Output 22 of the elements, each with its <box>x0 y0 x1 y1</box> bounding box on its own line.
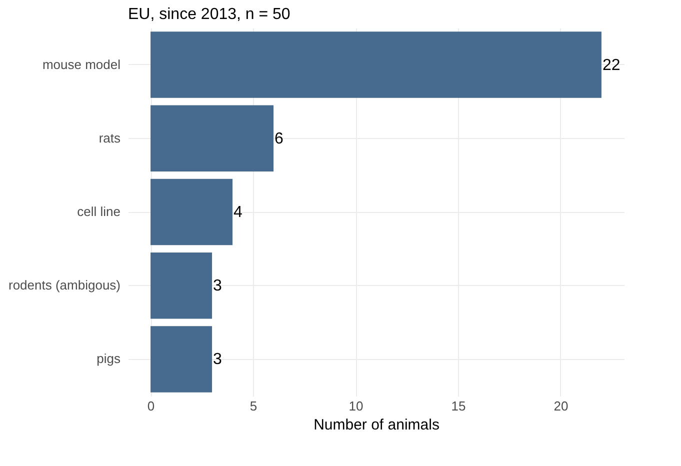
bar <box>150 252 212 319</box>
bar <box>150 105 274 172</box>
bar <box>150 326 212 392</box>
y-tick-label: cell line <box>77 204 120 219</box>
x-tick-label: 5 <box>250 398 258 414</box>
data-label: 6 <box>274 130 284 148</box>
y-tick-label: pigs <box>96 351 121 366</box>
x-tick-label: 15 <box>451 398 466 414</box>
y-tick-label: mouse model <box>42 56 121 72</box>
y-tick-label: rodents (ambigous) <box>8 278 120 293</box>
data-label: 3 <box>213 278 222 295</box>
x-axis-title: Number of animals <box>314 416 440 434</box>
bar <box>150 178 233 246</box>
data-label: 3 <box>213 351 222 368</box>
data-label: 22 <box>602 56 620 74</box>
data-label: 4 <box>234 204 243 221</box>
x-tick-label: 0 <box>147 398 155 414</box>
chart-title: EU, since 2013, n = 50 <box>128 6 290 23</box>
x-tick-label: 10 <box>348 398 364 414</box>
x-tick-label: 20 <box>554 398 568 414</box>
y-tick-label: rats <box>98 130 121 146</box>
bar <box>150 32 602 98</box>
